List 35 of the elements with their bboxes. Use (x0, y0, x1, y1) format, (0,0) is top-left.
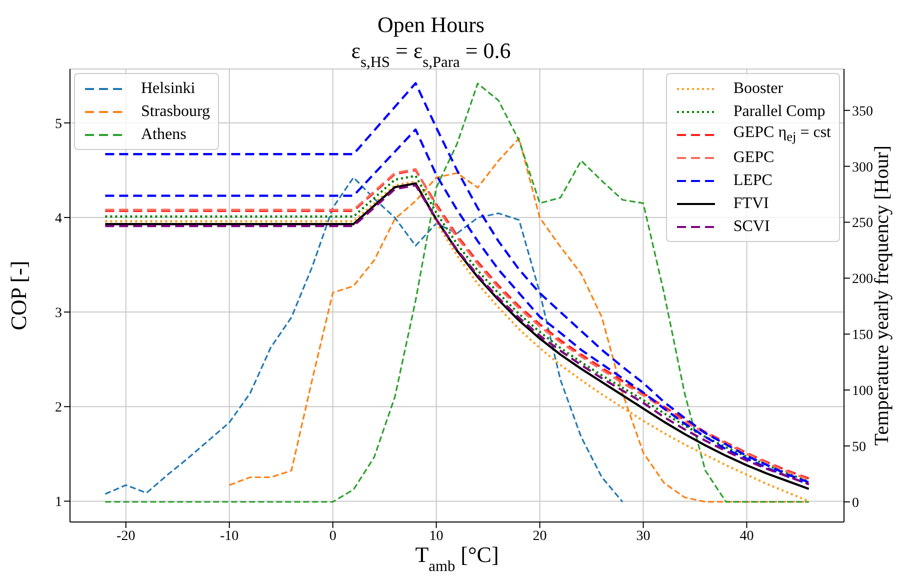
legend-label: Helsinki (141, 80, 196, 98)
x-tick-label: -20 (116, 528, 136, 544)
legend-label: LEPC (733, 172, 772, 190)
y2-tick-label: 0 (852, 496, 859, 511)
legend-label: Parallel Comp (733, 102, 826, 120)
x-tick-label: 10 (429, 528, 444, 544)
y2-tick-label: 150 (852, 328, 873, 344)
legend-label: Strasbourg (141, 102, 210, 120)
legend-label: GEPC η$_{ej}$ = cst (733, 124, 831, 146)
legend-label: Athens (141, 126, 186, 144)
legend-label: FTVI (733, 194, 769, 212)
y2-tick-label: 100 (852, 384, 873, 399)
y-tick-label: 1 (55, 495, 62, 510)
x-tick-label: 0 (329, 528, 336, 544)
legend-label: Booster (733, 80, 784, 98)
y-tick-label: 3 (55, 306, 62, 322)
y2-tick-label: 200 (852, 272, 873, 288)
chart-title: Open Hours (378, 12, 484, 37)
y-axis-title: COP [-] (6, 260, 31, 330)
x-tick-label: 40 (740, 528, 754, 544)
y2-tick-label: 350 (852, 104, 873, 120)
chart-subtitle: ε$_{s,HS}$ = ε$_{s,Para}$ = 0.6 (351, 38, 511, 70)
legend-label: SCVI (733, 218, 770, 236)
y-tick-label: 2 (55, 400, 62, 416)
y-tick-label: 5 (55, 116, 62, 132)
x-tick-label: -10 (220, 528, 239, 544)
x-axis-title: T$_{amb}$ [°C] (415, 542, 499, 574)
y-tick-label: 4 (55, 211, 62, 226)
y2-tick-label: 300 (852, 160, 873, 176)
x-tick-label: 20 (532, 528, 547, 544)
legend-label: GEPC (733, 148, 774, 166)
y2-tick-label: 250 (852, 216, 873, 232)
x-tick-label: 30 (636, 528, 650, 544)
y2-tick-label: 50 (852, 440, 866, 455)
y2-axis-title: Temperature yearly frequency [Hour] (871, 145, 893, 446)
